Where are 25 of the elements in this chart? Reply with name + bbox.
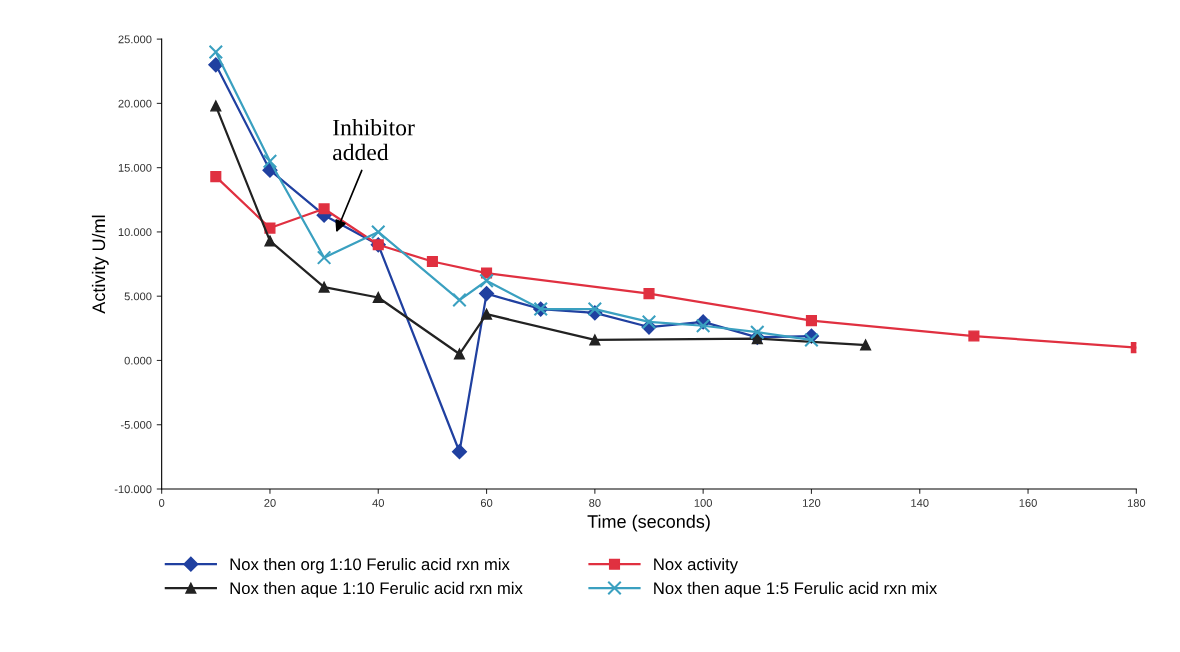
y-tick-label: -10.000 xyxy=(114,485,152,494)
y-tick-label: 25.000 xyxy=(118,35,152,44)
y-tick-label: 20.000 xyxy=(118,99,152,108)
x-axis-title: Time (seconds) xyxy=(587,514,710,532)
y-tick-label: 5.000 xyxy=(124,292,152,301)
legend-label: Nox then org 1:10 Ferulic acid rxn mix xyxy=(230,557,510,574)
x-tick-label: 60 xyxy=(480,499,493,507)
x-tick-label: 120 xyxy=(803,499,821,507)
x-tick-label: 100 xyxy=(694,499,712,507)
y-tick-label: 15.000 xyxy=(118,163,152,172)
legend-label: Nox then aque 1:10 Ferulic acid rxn mix xyxy=(230,581,523,598)
y-tick-label: 10.000 xyxy=(118,228,152,237)
x-tick-label: 40 xyxy=(372,499,384,507)
annotation: Inhibitor added xyxy=(333,118,415,161)
x-tick-label: 180 xyxy=(1127,499,1146,507)
y-tick-label: 0.000 xyxy=(124,356,152,365)
x-tick-label: 160 xyxy=(1019,499,1037,507)
y-tick-label: -5.000 xyxy=(120,421,152,429)
x-tick-label: 80 xyxy=(589,499,601,507)
legend-label: Nox activity xyxy=(654,557,739,574)
x-tick-label: 140 xyxy=(911,499,929,507)
x-tick-label: 0 xyxy=(159,499,165,507)
x-tick-label: 20 xyxy=(264,499,276,507)
legend-label: Nox then aque 1:5 Ferulic acid rxn mix xyxy=(654,581,938,598)
y-axis-title: Activity U/ml xyxy=(91,215,109,314)
